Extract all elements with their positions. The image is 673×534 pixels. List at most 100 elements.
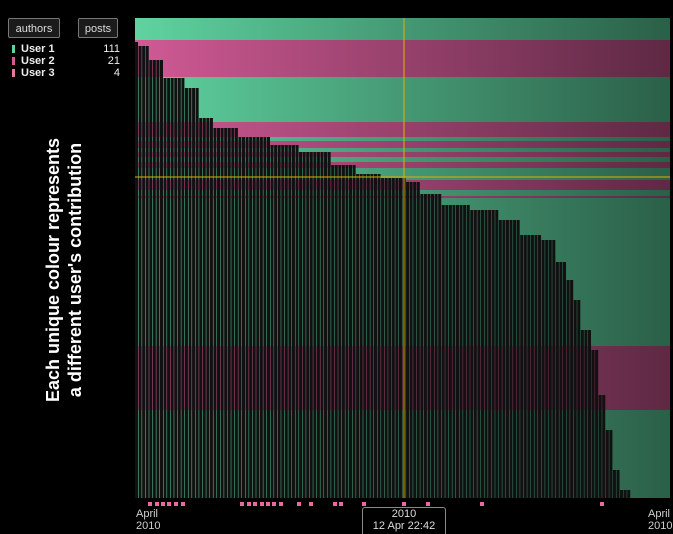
revision-bar	[206, 118, 210, 498]
user-1-color-swatch	[12, 45, 15, 53]
event-marker	[339, 502, 343, 506]
revision-bar	[270, 145, 274, 498]
revision-bar	[349, 165, 353, 498]
revision-bar	[484, 210, 488, 498]
revision-bar	[145, 46, 149, 498]
revision-bar	[534, 235, 538, 498]
revision-bar	[316, 152, 320, 498]
authors-tab-button[interactable]: authors	[8, 18, 60, 38]
revision-bar	[217, 128, 221, 498]
revision-bar	[242, 137, 246, 498]
event-marker	[181, 502, 185, 506]
revision-bar	[570, 280, 574, 498]
event-marker	[480, 502, 484, 506]
revision-bar	[431, 194, 435, 498]
legend-item-user-1[interactable]: User 1 111	[12, 43, 120, 55]
event-marker	[309, 502, 313, 506]
revision-bar	[352, 165, 356, 498]
revision-bar	[181, 78, 185, 498]
event-marker	[260, 502, 264, 506]
revision-bar	[384, 178, 388, 498]
revision-bar	[266, 137, 270, 498]
revision-bar	[480, 210, 484, 498]
revision-bar	[552, 240, 556, 498]
revision-bar	[545, 240, 549, 498]
revision-bar	[345, 165, 349, 498]
legend-name: User 1	[21, 43, 55, 55]
revision-bar	[555, 262, 559, 498]
revision-bar	[530, 235, 534, 498]
legend-item-user-3[interactable]: User 3 4	[12, 67, 120, 79]
user-3-color-swatch	[12, 69, 15, 77]
revision-bar	[391, 178, 395, 498]
revision-bar	[259, 137, 263, 498]
axis-end-year: 2010	[648, 520, 673, 532]
revision-bar	[577, 300, 581, 498]
revision-bar	[563, 262, 567, 498]
revision-bar	[263, 137, 267, 498]
cursor-date-readout: 2010 12 Apr 22:42	[362, 507, 446, 534]
event-marker	[167, 502, 171, 506]
revision-bar	[231, 128, 235, 498]
revision-bar	[163, 78, 167, 498]
revision-bar	[516, 220, 520, 498]
revision-bar	[445, 205, 449, 498]
revision-bar	[195, 88, 199, 498]
revision-bar	[334, 165, 338, 498]
cursor-year: 2010	[391, 508, 417, 520]
revision-bar	[199, 118, 203, 498]
revision-bar	[277, 145, 281, 498]
revision-bar	[192, 88, 196, 498]
revision-bar	[548, 240, 552, 498]
author-legend: User 1 111 User 2 21 User 3 4	[12, 43, 120, 79]
cursor-datetime: 12 Apr 22:42	[372, 520, 436, 532]
revision-bar	[356, 174, 360, 498]
revision-bar	[420, 194, 424, 498]
axis-start-month: April	[136, 508, 159, 520]
revision-bar	[167, 78, 171, 498]
revision-bar	[520, 235, 524, 498]
revision-bar	[413, 182, 417, 498]
axis-start-year: 2010	[136, 520, 161, 532]
revision-bar	[381, 178, 385, 498]
revision-bar	[427, 194, 431, 498]
revision-bar	[302, 152, 306, 498]
revision-bar	[598, 395, 602, 498]
event-marker	[279, 502, 283, 506]
revision-bar	[170, 78, 174, 498]
revision-bar	[284, 145, 288, 498]
legend-count: 4	[113, 67, 120, 79]
revision-bar	[538, 235, 542, 498]
revision-bar	[591, 350, 595, 498]
revision-bar	[587, 330, 591, 498]
revision-bar	[573, 300, 577, 498]
revision-bar	[373, 174, 377, 498]
legend-item-user-2[interactable]: User 2 21	[12, 55, 120, 67]
event-marker	[333, 502, 337, 506]
revision-bar	[527, 235, 531, 498]
revision-bar	[249, 137, 253, 498]
revision-bar	[291, 145, 295, 498]
revision-bar	[363, 174, 367, 498]
revision-bar	[423, 194, 427, 498]
event-marker	[272, 502, 276, 506]
revision-bar	[202, 118, 206, 498]
revision-bar	[416, 182, 420, 498]
legend-name: User 2	[21, 55, 55, 67]
legend-name: User 3	[21, 67, 55, 79]
revision-bar	[602, 395, 606, 498]
revision-bar	[509, 220, 513, 498]
revision-bar	[338, 165, 342, 498]
revision-bar	[320, 152, 324, 498]
revision-bar	[566, 280, 570, 498]
event-marker	[600, 502, 604, 506]
posts-tab-button[interactable]: posts	[78, 18, 118, 38]
revision-bar	[595, 350, 599, 498]
revision-bar	[184, 88, 188, 498]
revision-bar	[281, 145, 285, 498]
revision-bar	[331, 165, 335, 498]
revision-bar	[377, 174, 381, 498]
revision-bar	[156, 60, 160, 498]
revision-bar	[224, 128, 228, 498]
